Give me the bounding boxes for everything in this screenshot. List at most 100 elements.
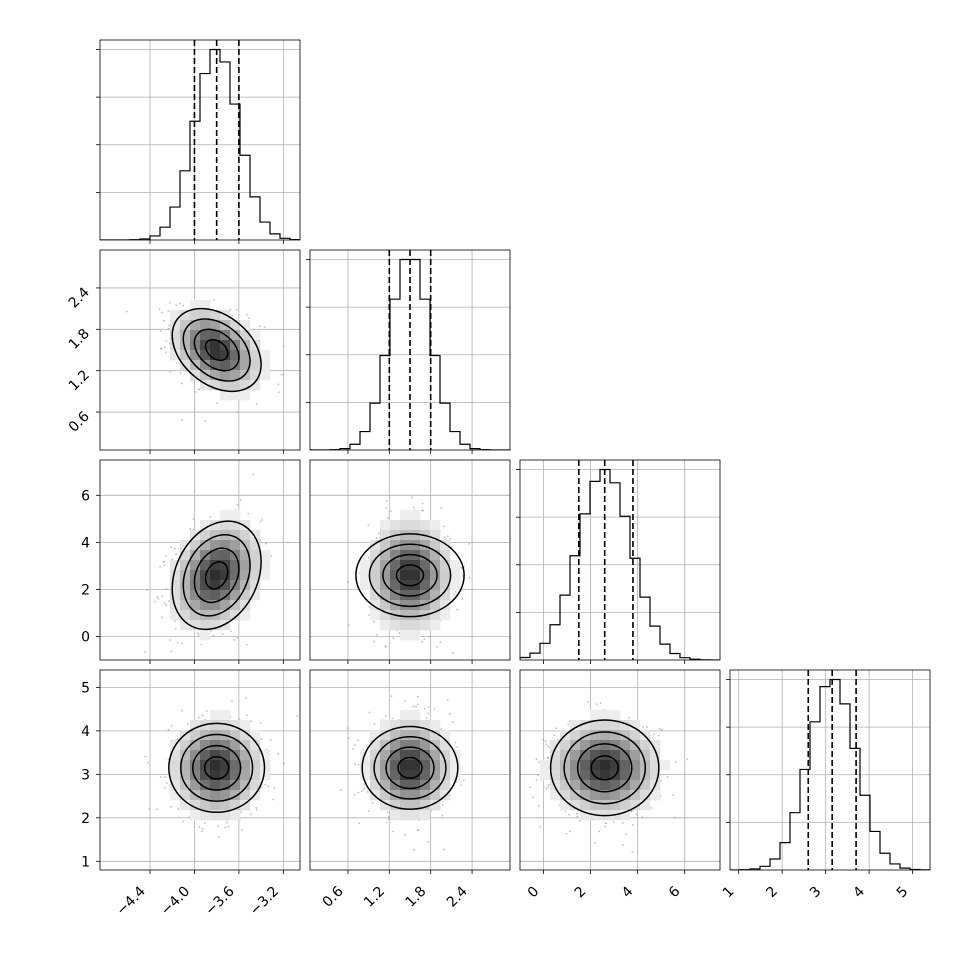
scatter-point: [148, 807, 151, 810]
density-cell: [450, 760, 461, 771]
density-cell: [230, 730, 241, 741]
density-cell: [400, 730, 411, 741]
scatter-point: [221, 633, 224, 636]
density-cell: [250, 380, 261, 391]
density-cell: [380, 540, 391, 551]
density-cell: [410, 610, 421, 621]
scatter-point: [446, 535, 449, 538]
density-cell: [240, 750, 251, 761]
density-cell: [200, 590, 211, 601]
density-cell: [560, 800, 571, 811]
x-tick-label: 5: [894, 884, 912, 902]
scatter-point: [160, 311, 163, 314]
density-cell: [210, 760, 221, 771]
density-cell: [180, 320, 191, 331]
density-cell: [200, 350, 211, 361]
scatter-point: [385, 500, 388, 502]
scatter-point: [537, 761, 540, 764]
scatter-point: [446, 699, 449, 702]
scatter-point: [545, 743, 548, 746]
density-cell: [380, 520, 391, 531]
scatter-point: [413, 506, 415, 509]
contour-level-1: [397, 756, 423, 779]
density-cell: [620, 720, 631, 731]
density-cell: [210, 330, 221, 341]
density-cell: [590, 770, 601, 781]
contour-level-1: [204, 338, 229, 362]
density-cell: [220, 740, 231, 751]
scatter-point: [652, 733, 655, 736]
density-cell: [440, 570, 451, 581]
scatter-point: [161, 595, 164, 598]
density-cell: [380, 720, 391, 731]
scatter-point: [260, 738, 263, 740]
panel-1-1: [306, 249, 511, 454]
density-cell: [200, 750, 211, 761]
density-cell: [220, 710, 231, 721]
scatter-point: [423, 638, 426, 641]
density-cell: [170, 330, 181, 341]
contour-level-3: [180, 733, 254, 802]
density-cell: [570, 760, 581, 771]
density-cell: [440, 740, 451, 751]
density-cell: [620, 780, 631, 791]
density-cell: [230, 810, 241, 821]
density-cell: [420, 780, 431, 791]
density-cell: [240, 610, 251, 621]
density-cell: [420, 730, 431, 741]
density-cell: [400, 620, 411, 631]
density-cell: [390, 810, 401, 821]
density-cell: [400, 790, 411, 801]
density-cell: [230, 790, 241, 801]
density-cell: [410, 570, 421, 581]
density-cell: [210, 710, 221, 721]
scatter-point: [267, 785, 270, 787]
scatter-point: [213, 299, 215, 301]
density-cell: [200, 530, 211, 541]
density-cell: [440, 610, 451, 621]
density-cell: [570, 780, 581, 791]
scatter-point: [175, 553, 177, 556]
density-cell: [200, 770, 211, 781]
density-cell: [190, 590, 201, 601]
density-cell: [570, 750, 581, 761]
scatter-point: [269, 739, 272, 742]
density-cell: [210, 320, 221, 331]
density-cell: [440, 580, 451, 591]
density-cell: [540, 760, 551, 771]
scatter-point: [357, 739, 360, 742]
contour-level-4: [168, 722, 266, 814]
scatter-point: [164, 786, 166, 789]
density-cell: [220, 590, 231, 601]
density-cell: [170, 580, 181, 591]
density-cell: [210, 340, 221, 351]
density-cell: [190, 370, 201, 381]
density-cell: [580, 750, 591, 761]
density-cell: [400, 710, 411, 721]
scatter-point: [368, 605, 371, 608]
density-cell: [630, 730, 641, 741]
contour-level-3: [373, 736, 447, 800]
scatter-point: [236, 636, 239, 639]
density-cell: [170, 610, 181, 621]
scatter-point: [598, 830, 601, 833]
density-cell: [170, 350, 181, 361]
density-cell: [240, 360, 251, 371]
scatter-point: [239, 499, 242, 502]
scatter-point: [238, 718, 241, 720]
density-cell: [260, 770, 271, 781]
scatter-point: [247, 512, 250, 515]
density-cell: [550, 760, 561, 771]
density-cell: [660, 760, 671, 771]
scatter-point: [423, 707, 426, 710]
density-cell: [210, 580, 221, 591]
density-cell: [420, 520, 431, 531]
density-cell: [400, 760, 411, 771]
density-cell: [430, 750, 441, 761]
scatter-point: [454, 741, 457, 744]
scatter-point: [388, 815, 390, 818]
density-cell: [640, 780, 651, 791]
y-tick-label: 6: [81, 488, 90, 504]
density-cell: [220, 390, 231, 401]
